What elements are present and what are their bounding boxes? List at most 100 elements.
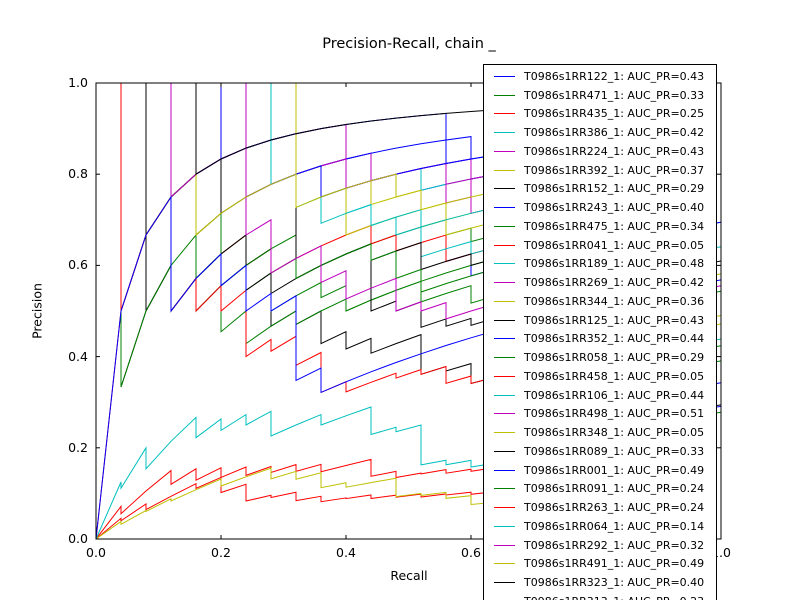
legend-item: T0986s1RR224_1: AUC_PR=0.43 bbox=[484, 142, 716, 161]
legend-item: T0986s1RR152_1: AUC_PR=0.29 bbox=[484, 180, 716, 199]
legend-label: T0986s1RR344_1: AUC_PR=0.36 bbox=[524, 294, 705, 308]
legend-item: T0986s1RR243_1: AUC_PR=0.40 bbox=[484, 198, 716, 217]
legend-item: T0986s1RR386_1: AUC_PR=0.42 bbox=[484, 123, 716, 142]
legend-line-swatch-icon bbox=[494, 394, 515, 396]
legend-line-swatch-icon bbox=[494, 150, 515, 152]
legend-line-swatch-icon bbox=[494, 188, 515, 190]
legend-item: T0986s1RR471_1: AUC_PR=0.33 bbox=[484, 86, 716, 105]
y-tick-label-0.2: 0.2 bbox=[68, 440, 88, 455]
legend-label: T0986s1RR386_1: AUC_PR=0.42 bbox=[524, 126, 705, 140]
y-tick-label-0.4: 0.4 bbox=[68, 349, 88, 364]
chart-title: Precision-Recall, chain _ bbox=[322, 36, 496, 52]
legend-line-swatch-icon bbox=[494, 582, 515, 584]
legend-line-swatch-icon bbox=[494, 544, 515, 546]
x-tick-label-0.6: 0.6 bbox=[461, 545, 481, 560]
x-tick-label-0.0: 0.0 bbox=[86, 545, 106, 560]
legend-label: T0986s1RR243_1: AUC_PR=0.40 bbox=[524, 201, 705, 215]
legend-label: T0986s1RR313_1: AUC_PR=0.23 bbox=[524, 595, 704, 600]
legend-label: T0986s1RR491_1: AUC_PR=0.49 bbox=[524, 557, 705, 571]
legend-line-swatch-icon bbox=[494, 488, 515, 490]
legend-line-swatch-icon bbox=[494, 207, 515, 209]
legend-item: T0986s1RR352_1: AUC_PR=0.44 bbox=[484, 330, 716, 349]
legend-line-swatch-icon bbox=[494, 113, 515, 115]
legend-label: T0986s1RR352_1: AUC_PR=0.44 bbox=[524, 332, 705, 346]
legend-label: T0986s1RR435_1: AUC_PR=0.25 bbox=[524, 107, 705, 121]
legend-item: T0986s1RR392_1: AUC_PR=0.37 bbox=[484, 161, 716, 180]
legend-item: T0986s1RR041_1: AUC_PR=0.05 bbox=[484, 236, 716, 255]
legend-line-swatch-icon bbox=[494, 300, 515, 302]
legend-label: T0986s1RR458_1: AUC_PR=0.05 bbox=[524, 369, 705, 383]
legend-label: T0986s1RR475_1: AUC_PR=0.34 bbox=[524, 219, 705, 233]
legend-label: T0986s1RR106_1: AUC_PR=0.44 bbox=[524, 388, 705, 402]
legend-item: T0986s1RR058_1: AUC_PR=0.29 bbox=[484, 348, 716, 367]
legend: T0986s1RR122_1: AUC_PR=0.43 T0986s1RR471_… bbox=[483, 64, 717, 600]
legend-label: T0986s1RR041_1: AUC_PR=0.05 bbox=[524, 238, 705, 252]
legend-label: T0986s1RR058_1: AUC_PR=0.29 bbox=[524, 351, 705, 365]
legend-item: T0986s1RR498_1: AUC_PR=0.51 bbox=[484, 405, 716, 424]
legend-label: T0986s1RR122_1: AUC_PR=0.43 bbox=[524, 69, 705, 83]
legend-label: T0986s1RR348_1: AUC_PR=0.05 bbox=[524, 426, 705, 440]
legend-item: T0986s1RR122_1: AUC_PR=0.43 bbox=[484, 67, 716, 86]
legend-label: T0986s1RR001_1: AUC_PR=0.49 bbox=[524, 463, 705, 477]
legend-item: T0986s1RR001_1: AUC_PR=0.49 bbox=[484, 461, 716, 480]
legend-label: T0986s1RR263_1: AUC_PR=0.24 bbox=[524, 501, 705, 515]
legend-line-swatch-icon bbox=[494, 357, 515, 359]
y-axis-label: Precision bbox=[29, 283, 45, 339]
legend-line-swatch-icon bbox=[494, 75, 515, 77]
legend-line-swatch-icon bbox=[494, 338, 515, 340]
legend-line-swatch-icon bbox=[494, 469, 515, 471]
legend-item: T0986s1RR089_1: AUC_PR=0.33 bbox=[484, 442, 716, 461]
legend-label: T0986s1RR498_1: AUC_PR=0.51 bbox=[524, 407, 705, 421]
legend-label: T0986s1RR224_1: AUC_PR=0.43 bbox=[524, 144, 705, 158]
legend-label: T0986s1RR392_1: AUC_PR=0.37 bbox=[524, 163, 705, 177]
legend-line-swatch-icon bbox=[494, 563, 515, 565]
legend-label: T0986s1RR292_1: AUC_PR=0.32 bbox=[524, 538, 705, 552]
legend-item: T0986s1RR189_1: AUC_PR=0.48 bbox=[484, 255, 716, 274]
legend-line-swatch-icon bbox=[494, 507, 515, 509]
legend-line-swatch-icon bbox=[494, 450, 515, 452]
legend-item: T0986s1RR125_1: AUC_PR=0.43 bbox=[484, 311, 716, 330]
legend-item: T0986s1RR348_1: AUC_PR=0.05 bbox=[484, 423, 716, 442]
legend-item: T0986s1RR458_1: AUC_PR=0.05 bbox=[484, 367, 716, 386]
legend-line-swatch-icon bbox=[494, 132, 515, 134]
legend-label: T0986s1RR323_1: AUC_PR=0.40 bbox=[524, 576, 705, 590]
legend-item: T0986s1RR323_1: AUC_PR=0.40 bbox=[484, 573, 716, 592]
x-tick-label-0.2: 0.2 bbox=[211, 545, 231, 560]
legend-item: T0986s1RR435_1: AUC_PR=0.25 bbox=[484, 105, 716, 124]
legend-line-swatch-icon bbox=[494, 225, 515, 227]
legend-item: T0986s1RR344_1: AUC_PR=0.36 bbox=[484, 292, 716, 311]
legend-item: T0986s1RR064_1: AUC_PR=0.14 bbox=[484, 517, 716, 536]
x-axis-label: Recall bbox=[390, 568, 428, 583]
y-tick-label-0.6: 0.6 bbox=[68, 257, 88, 272]
legend-line-swatch-icon bbox=[494, 94, 515, 96]
legend-line-swatch-icon bbox=[494, 432, 515, 434]
y-tick-label-0.8: 0.8 bbox=[68, 166, 88, 181]
legend-line-swatch-icon bbox=[494, 319, 515, 321]
legend-label: T0986s1RR189_1: AUC_PR=0.48 bbox=[524, 257, 705, 271]
legend-item: T0986s1RR475_1: AUC_PR=0.34 bbox=[484, 217, 716, 236]
y-tick-label-1.0: 1.0 bbox=[68, 75, 88, 90]
legend-label: T0986s1RR152_1: AUC_PR=0.29 bbox=[524, 182, 705, 196]
legend-item: T0986s1RR269_1: AUC_PR=0.42 bbox=[484, 273, 716, 292]
legend-item: T0986s1RR263_1: AUC_PR=0.24 bbox=[484, 498, 716, 517]
legend-line-swatch-icon bbox=[494, 525, 515, 527]
legend-line-swatch-icon bbox=[494, 413, 515, 415]
legend-label: T0986s1RR064_1: AUC_PR=0.14 bbox=[524, 519, 705, 533]
legend-line-swatch-icon bbox=[494, 244, 515, 246]
legend-item: T0986s1RR313_1: AUC_PR=0.23 bbox=[484, 592, 716, 600]
legend-line-swatch-icon bbox=[494, 169, 515, 171]
legend-label: T0986s1RR091_1: AUC_PR=0.24 bbox=[524, 482, 705, 496]
legend-line-swatch-icon bbox=[494, 375, 515, 377]
legend-item: T0986s1RR091_1: AUC_PR=0.24 bbox=[484, 480, 716, 499]
legend-line-swatch-icon bbox=[494, 282, 515, 284]
legend-line-swatch-icon bbox=[494, 263, 515, 265]
legend-label: T0986s1RR471_1: AUC_PR=0.33 bbox=[524, 88, 705, 102]
y-tick-label-0.0: 0.0 bbox=[68, 531, 88, 546]
x-tick-label-0.4: 0.4 bbox=[336, 545, 356, 560]
legend-item: T0986s1RR292_1: AUC_PR=0.32 bbox=[484, 536, 716, 555]
legend-label: T0986s1RR269_1: AUC_PR=0.42 bbox=[524, 276, 705, 290]
legend-label: T0986s1RR089_1: AUC_PR=0.33 bbox=[524, 444, 705, 458]
legend-label: T0986s1RR125_1: AUC_PR=0.43 bbox=[524, 313, 705, 327]
legend-item: T0986s1RR491_1: AUC_PR=0.49 bbox=[484, 555, 716, 574]
